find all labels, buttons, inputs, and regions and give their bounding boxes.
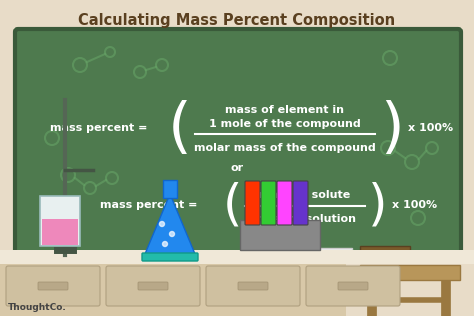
FancyBboxPatch shape xyxy=(261,181,276,225)
Text: ): ) xyxy=(368,182,388,230)
FancyBboxPatch shape xyxy=(245,181,260,225)
Text: (: ( xyxy=(168,100,192,160)
FancyBboxPatch shape xyxy=(306,266,400,306)
Text: Calculating Mass Percent Composition: Calculating Mass Percent Composition xyxy=(78,13,396,27)
FancyBboxPatch shape xyxy=(206,266,300,306)
Polygon shape xyxy=(145,194,195,254)
Circle shape xyxy=(163,241,167,246)
FancyBboxPatch shape xyxy=(0,250,474,264)
Text: or: or xyxy=(230,163,244,173)
Text: mass of element in: mass of element in xyxy=(226,105,345,115)
Text: mass of solution: mass of solution xyxy=(254,214,356,224)
Text: 1 mole of the compound: 1 mole of the compound xyxy=(209,119,361,129)
FancyBboxPatch shape xyxy=(310,248,352,258)
Text: mass percent =: mass percent = xyxy=(100,200,201,210)
FancyBboxPatch shape xyxy=(0,264,346,316)
FancyBboxPatch shape xyxy=(163,180,177,198)
Text: ): ) xyxy=(380,100,404,160)
Text: ThoughtCo.: ThoughtCo. xyxy=(8,303,67,313)
FancyBboxPatch shape xyxy=(38,282,68,290)
FancyBboxPatch shape xyxy=(138,282,168,290)
Text: (: ( xyxy=(222,182,242,230)
FancyBboxPatch shape xyxy=(40,196,80,246)
Text: x 100%: x 100% xyxy=(408,123,453,133)
Text: mass of solute: mass of solute xyxy=(259,190,351,200)
FancyBboxPatch shape xyxy=(240,220,320,250)
FancyBboxPatch shape xyxy=(293,181,308,225)
FancyBboxPatch shape xyxy=(142,253,198,261)
Circle shape xyxy=(159,222,164,227)
FancyBboxPatch shape xyxy=(360,265,460,280)
FancyBboxPatch shape xyxy=(277,181,292,225)
FancyBboxPatch shape xyxy=(338,282,368,290)
FancyBboxPatch shape xyxy=(238,282,268,290)
FancyBboxPatch shape xyxy=(42,218,78,245)
FancyBboxPatch shape xyxy=(360,246,410,260)
Text: mass percent =: mass percent = xyxy=(50,123,151,133)
FancyBboxPatch shape xyxy=(106,266,200,306)
Text: x 100%: x 100% xyxy=(392,200,437,210)
FancyBboxPatch shape xyxy=(6,266,100,306)
FancyBboxPatch shape xyxy=(15,29,461,261)
Circle shape xyxy=(170,232,174,236)
Text: molar mass of the compound: molar mass of the compound xyxy=(194,143,376,153)
